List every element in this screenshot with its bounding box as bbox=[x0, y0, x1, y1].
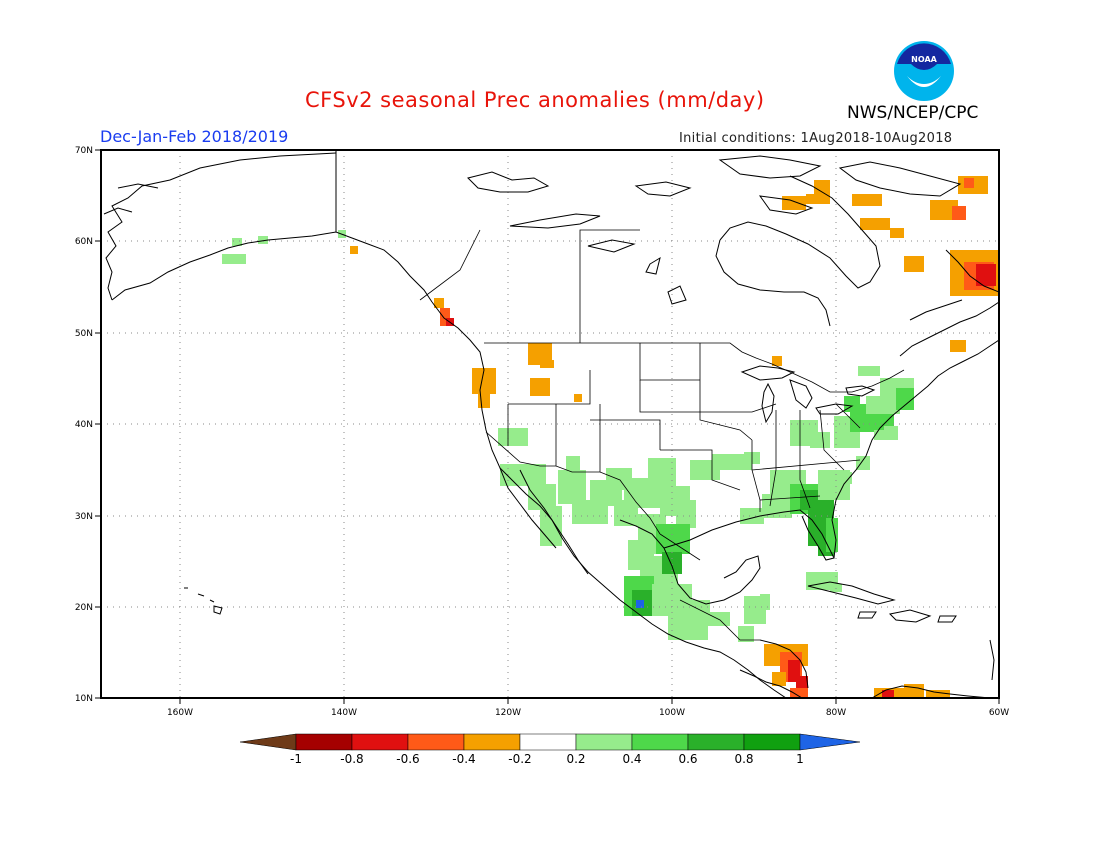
anomaly-cell bbox=[976, 264, 996, 286]
agency-label: NWS/NCEP/CPC bbox=[847, 103, 979, 123]
y-tick-label: 50N bbox=[75, 329, 93, 339]
colorbar-bin bbox=[463, 733, 521, 751]
x-tick-label: 60W bbox=[989, 708, 1009, 718]
anomaly-cell bbox=[656, 524, 690, 554]
anomaly-cell bbox=[222, 254, 246, 264]
season-label: Dec-Jan-Feb 2018/2019 bbox=[100, 127, 289, 146]
anomaly-cell bbox=[860, 218, 890, 230]
anomaly-cell bbox=[760, 594, 770, 610]
x-tick-label: 100W bbox=[659, 708, 685, 718]
anomaly-cell bbox=[950, 340, 966, 352]
anomaly-cell bbox=[772, 356, 782, 366]
x-tick-label: 140W bbox=[331, 708, 357, 718]
x-tick-labels: 160W 140W 120W 100W 80W 60W bbox=[167, 708, 1009, 718]
anomaly-cell bbox=[738, 626, 754, 642]
anomaly-cell bbox=[566, 456, 580, 470]
anomaly-cell bbox=[856, 456, 870, 470]
anomaly-cell bbox=[498, 428, 528, 446]
anomaly-cell bbox=[782, 196, 806, 210]
anomaly-cell bbox=[712, 454, 752, 470]
anomaly-cell bbox=[858, 366, 880, 376]
y-tick-label: 70N bbox=[75, 146, 93, 156]
anomaly-cell bbox=[636, 600, 644, 608]
anomaly-cell bbox=[896, 388, 914, 410]
colorbar-bin bbox=[687, 733, 745, 751]
anomaly-cell bbox=[540, 506, 562, 546]
anomaly-cell bbox=[840, 472, 852, 484]
anomaly-cell bbox=[540, 360, 554, 368]
anomaly-cell bbox=[806, 194, 826, 204]
anomaly-cell bbox=[930, 200, 958, 220]
initial-conditions-label: Initial conditions: 1Aug2018-10Aug2018 bbox=[679, 131, 953, 146]
colorbar-label: 0.6 bbox=[678, 752, 697, 766]
anomaly-cell bbox=[890, 228, 904, 238]
colorbar-bin bbox=[631, 733, 689, 751]
anomaly-cell bbox=[574, 394, 582, 402]
colorbar-label: -0.2 bbox=[508, 752, 531, 766]
anomaly-cell bbox=[530, 378, 550, 396]
anomaly-cell bbox=[558, 470, 586, 504]
tick-marks bbox=[95, 149, 1000, 704]
anomaly-cell bbox=[662, 552, 682, 574]
colorbar-label: -0.4 bbox=[452, 752, 475, 766]
y-tick-label: 40N bbox=[75, 420, 93, 430]
colorbar-label: -0.6 bbox=[396, 752, 419, 766]
colorbar-label: 1 bbox=[796, 752, 804, 766]
y-tick-label: 30N bbox=[75, 512, 93, 522]
colorbar-label: 0.2 bbox=[566, 752, 585, 766]
anomaly-cell bbox=[676, 500, 696, 528]
anomaly-cell bbox=[904, 684, 924, 698]
anomaly-cell bbox=[904, 256, 924, 272]
colorbar-bin bbox=[519, 733, 577, 751]
anomaly-cell bbox=[232, 238, 242, 246]
anomaly-cell bbox=[810, 432, 830, 448]
colorbar-bin bbox=[407, 733, 465, 751]
anomaly-cell bbox=[870, 416, 884, 430]
colorbar-bin bbox=[575, 733, 633, 751]
anomaly-cell bbox=[952, 206, 966, 220]
y-tick-label: 10N bbox=[75, 694, 93, 704]
political-borders bbox=[419, 229, 905, 641]
anomaly-cell bbox=[258, 236, 268, 244]
coastlines bbox=[103, 150, 999, 698]
colorbar-label: -1 bbox=[290, 752, 302, 766]
anomaly-cell bbox=[790, 688, 808, 698]
y-tick-labels: 70N 60N 50N 40N 30N 20N 10N bbox=[75, 146, 93, 704]
anomaly-cell bbox=[882, 690, 894, 698]
colorbar-high-arrow bbox=[799, 733, 861, 751]
anomaly-cell bbox=[478, 392, 490, 408]
anomaly-cell bbox=[528, 343, 552, 365]
x-tick-label: 80W bbox=[826, 708, 846, 718]
graticule bbox=[101, 150, 999, 698]
y-tick-label: 60N bbox=[75, 237, 93, 247]
colorbar bbox=[239, 733, 861, 751]
chart-title: CFSv2 seasonal Prec anomalies (mm/day) bbox=[305, 88, 765, 112]
anomaly-cell bbox=[926, 690, 950, 698]
colorbar-label: 0.4 bbox=[622, 752, 641, 766]
anomaly-cell bbox=[852, 194, 882, 206]
anomaly-cell bbox=[964, 178, 974, 188]
anomaly-cell bbox=[350, 246, 358, 254]
x-tick-label: 160W bbox=[167, 708, 193, 718]
logo-text: NOAA bbox=[911, 55, 937, 64]
y-tick-label: 20N bbox=[75, 603, 93, 613]
colorbar-bin bbox=[351, 733, 409, 751]
anomaly-cell bbox=[440, 308, 450, 326]
anomaly-cell bbox=[434, 298, 444, 308]
anomaly-field bbox=[222, 176, 999, 698]
anomaly-cell bbox=[826, 518, 838, 552]
colorbar-label: 0.8 bbox=[734, 752, 753, 766]
noaa-logo: NOAA bbox=[894, 41, 954, 101]
colorbar-labels: -1 -0.8 -0.6 -0.4 -0.2 0.2 0.4 0.6 0.8 1 bbox=[290, 752, 804, 766]
colorbar-bin bbox=[295, 733, 353, 751]
colorbar-low-arrow bbox=[239, 733, 297, 751]
x-tick-label: 120W bbox=[495, 708, 521, 718]
colorbar-bin bbox=[743, 733, 801, 751]
colorbar-label: -0.8 bbox=[340, 752, 363, 766]
anomaly-cell bbox=[772, 672, 786, 686]
